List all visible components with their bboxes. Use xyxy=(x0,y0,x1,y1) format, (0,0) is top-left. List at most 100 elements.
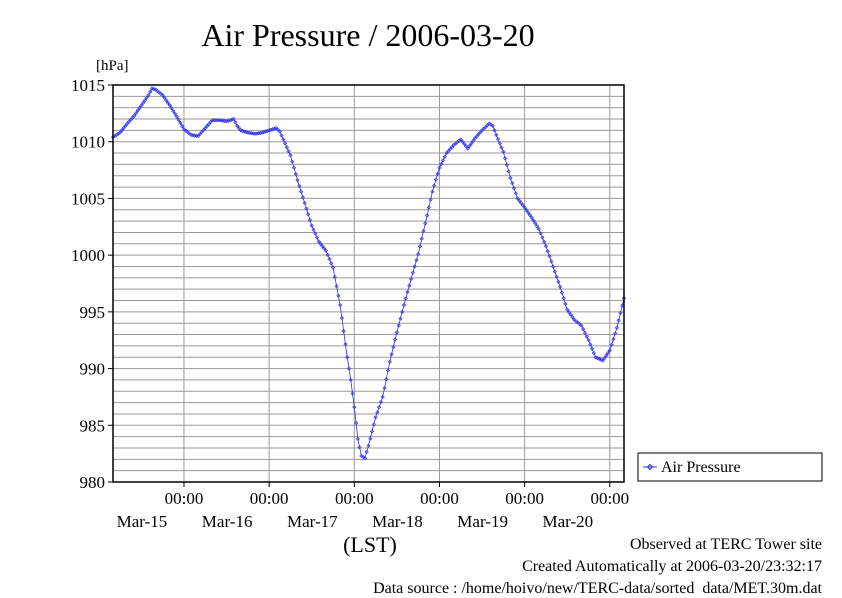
data-point-marker xyxy=(373,415,378,420)
y-tick-label: 995 xyxy=(80,303,106,322)
data-point-marker xyxy=(164,98,169,103)
data-point-marker xyxy=(414,258,419,263)
data-point-marker xyxy=(142,98,148,103)
data-point-marker xyxy=(471,138,476,143)
chart-title: Air Pressure / 2006-03-20 xyxy=(201,17,534,53)
data-point-marker xyxy=(368,436,373,441)
data-point-marker xyxy=(263,129,268,134)
data-point-marker xyxy=(435,171,440,176)
data-point-marker xyxy=(384,377,389,382)
data-point-marker xyxy=(123,123,128,128)
data-point-marker xyxy=(542,239,547,244)
data-point-marker xyxy=(235,123,240,128)
data-point-marker xyxy=(403,296,408,301)
data-point-marker xyxy=(125,121,130,126)
data-point-marker xyxy=(561,296,566,301)
data-point-marker xyxy=(380,394,385,400)
data-point-marker xyxy=(304,206,309,211)
data-point-marker xyxy=(391,344,396,350)
data-point-marker xyxy=(144,95,149,100)
data-point-marker xyxy=(614,325,619,330)
data-point-marker xyxy=(501,149,506,155)
data-point-marker xyxy=(327,257,332,262)
data-point-marker xyxy=(171,108,176,114)
data-point-marker xyxy=(318,241,323,246)
x-tick-date-label: Mar-17 xyxy=(287,512,338,531)
data-point-marker xyxy=(570,315,575,320)
data-point-marker xyxy=(197,131,203,137)
data-point-marker xyxy=(135,108,140,113)
data-point-marker xyxy=(229,117,234,122)
data-point-marker xyxy=(497,141,502,146)
footer-created: Created Automatically at 2006-03-20/23:3… xyxy=(522,558,822,575)
data-point-marker xyxy=(329,261,334,266)
data-point-marker xyxy=(314,235,320,240)
data-point-marker xyxy=(385,368,391,373)
footer-source: Data source : /home/hoivo/new/TERC-data/… xyxy=(373,580,822,597)
data-point-marker xyxy=(231,116,236,122)
data-point-marker xyxy=(568,312,573,317)
data-point-marker xyxy=(543,243,549,249)
data-point-marker xyxy=(174,114,179,119)
data-point-marker xyxy=(118,130,123,135)
data-point-marker xyxy=(306,212,311,217)
data-point-marker xyxy=(196,133,201,139)
data-point-marker xyxy=(176,117,181,122)
data-point-marker xyxy=(405,289,410,295)
data-point-marker xyxy=(371,422,376,427)
data-point-marker xyxy=(226,118,231,123)
data-point-marker xyxy=(133,110,139,116)
data-point-marker xyxy=(302,200,307,206)
data-point-marker xyxy=(252,131,258,136)
data-point-marker xyxy=(169,106,174,111)
data-point-marker xyxy=(119,128,124,133)
data-point-marker xyxy=(504,162,509,168)
y-axis-unit-label: [hPa] xyxy=(96,58,129,74)
data-point-marker xyxy=(228,118,233,123)
data-point-marker xyxy=(605,350,611,356)
data-point-marker xyxy=(284,145,289,150)
data-point-marker xyxy=(529,215,534,220)
data-point-marker xyxy=(325,252,330,257)
data-point-marker xyxy=(139,103,144,108)
data-point-marker xyxy=(322,246,327,251)
data-point-marker xyxy=(398,316,403,321)
data-point-marker xyxy=(203,126,208,131)
data-point-marker xyxy=(446,148,451,154)
data-point-marker xyxy=(400,309,405,314)
data-point-marker xyxy=(199,129,204,135)
data-point-marker xyxy=(442,154,447,159)
data-point-marker xyxy=(607,348,612,353)
data-point-marker xyxy=(408,276,414,282)
data-point-marker xyxy=(141,100,146,105)
data-point-marker xyxy=(160,93,165,98)
data-point-marker xyxy=(563,301,568,307)
data-point-marker xyxy=(520,203,525,208)
data-point-marker xyxy=(341,329,346,334)
data-point-marker xyxy=(510,181,515,186)
x-tick-date-label: Mar-19 xyxy=(457,512,508,531)
x-tick-time-label: 00:00 xyxy=(250,489,289,508)
data-point-marker xyxy=(336,293,341,298)
data-point-marker xyxy=(410,270,415,275)
data-point-marker xyxy=(339,316,344,321)
data-point-marker xyxy=(474,134,479,139)
data-point-marker xyxy=(460,139,465,144)
legend-box xyxy=(637,452,823,482)
data-point-marker xyxy=(421,228,426,234)
legend-marker-icon xyxy=(646,463,654,471)
data-point-marker xyxy=(330,265,336,270)
y-tick-label: 990 xyxy=(80,360,106,379)
data-point-marker xyxy=(534,224,540,229)
data-point-marker xyxy=(204,124,210,129)
data-point-marker xyxy=(467,143,472,149)
data-point-marker xyxy=(487,121,492,126)
data-point-marker xyxy=(283,141,288,146)
data-point-marker xyxy=(432,183,437,188)
data-point-marker xyxy=(426,205,431,210)
data-point-marker xyxy=(589,346,595,351)
data-point-marker xyxy=(387,359,392,364)
data-point-marker xyxy=(224,119,229,124)
data-point-marker xyxy=(121,126,126,131)
